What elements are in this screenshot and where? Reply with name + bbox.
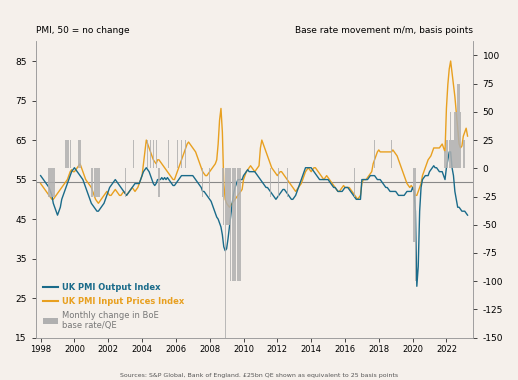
Bar (159, 168, 160, 196)
Bar (94, 168, 95, 196)
Bar (444, 151, 445, 168)
Bar (464, 140, 465, 168)
Bar (454, 112, 455, 168)
Bar (450, 112, 451, 168)
Bar (153, 140, 154, 168)
Legend: UK PMI Output Index, UK PMI Input Prices Index, Monthly change in BoE
base rate/: UK PMI Output Index, UK PMI Input Prices… (40, 279, 188, 334)
Bar (446, 140, 447, 168)
Bar (168, 140, 169, 168)
Bar (92, 168, 93, 196)
Bar (95, 168, 96, 196)
Bar (457, 84, 458, 168)
Text: Base rate movement m/m, basis points: Base rate movement m/m, basis points (295, 26, 473, 35)
Bar (99, 168, 100, 196)
Bar (237, 168, 238, 281)
Bar (449, 140, 450, 168)
Bar (232, 168, 233, 281)
Bar (415, 168, 416, 281)
Bar (67, 140, 68, 168)
Bar (458, 84, 460, 168)
Bar (226, 168, 227, 225)
Bar (91, 168, 92, 196)
Bar (177, 140, 178, 168)
Bar (53, 168, 54, 196)
Bar (413, 168, 414, 242)
Bar (155, 140, 157, 168)
Bar (286, 168, 288, 196)
Bar (354, 168, 355, 196)
Bar (240, 168, 241, 281)
Bar (150, 140, 151, 168)
Bar (65, 140, 67, 168)
Bar (68, 140, 69, 168)
Bar (239, 168, 240, 281)
Bar (225, 168, 226, 338)
Bar (78, 140, 79, 168)
Bar (54, 168, 55, 196)
Bar (51, 168, 52, 196)
Bar (98, 168, 99, 196)
Bar (79, 140, 81, 168)
Bar (278, 168, 279, 196)
Bar (391, 140, 392, 168)
Bar (235, 168, 236, 281)
Bar (202, 168, 203, 196)
Bar (270, 168, 271, 196)
Bar (230, 168, 232, 281)
Bar (453, 140, 454, 168)
Bar (181, 140, 182, 168)
Bar (69, 140, 71, 168)
Bar (133, 140, 134, 168)
Bar (460, 112, 461, 168)
Bar (222, 168, 223, 196)
Bar (185, 140, 186, 168)
Bar (227, 168, 228, 225)
Bar (147, 140, 148, 168)
Bar (48, 168, 50, 196)
Bar (451, 140, 453, 168)
Bar (463, 140, 464, 168)
Bar (233, 168, 234, 281)
Text: PMI, 50 = no change: PMI, 50 = no change (36, 26, 129, 35)
Bar (447, 140, 449, 168)
Bar (50, 168, 51, 196)
Bar (229, 168, 230, 225)
Text: Sources: S&P Global, Bank of England. £25bn QE shown as equivalent to 25 basis p: Sources: S&P Global, Bank of England. £2… (120, 373, 398, 378)
Bar (209, 168, 210, 196)
Bar (456, 112, 457, 168)
Bar (96, 168, 97, 196)
Bar (124, 168, 126, 196)
Bar (374, 140, 375, 168)
Bar (223, 168, 224, 225)
